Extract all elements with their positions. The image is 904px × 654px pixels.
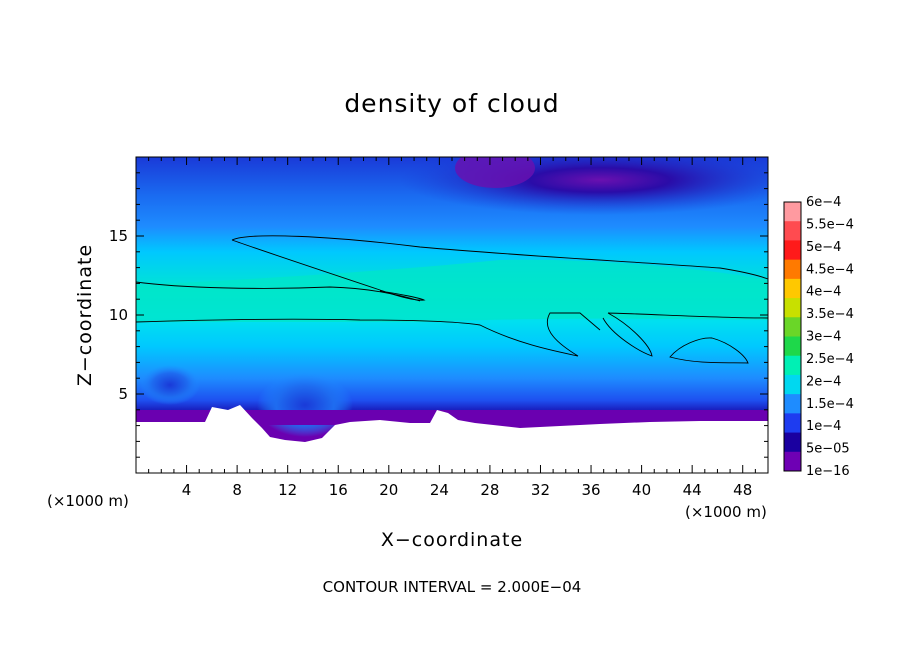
colorbar-label: 2.5e−4 bbox=[806, 352, 854, 367]
x-tick-label: 36 bbox=[581, 481, 600, 499]
x-axis-label: X−coordinate bbox=[381, 529, 523, 551]
y-tick-label: 10 bbox=[109, 306, 128, 324]
contour-right bbox=[607, 312, 768, 319]
colorbar-swatch bbox=[784, 451, 801, 472]
low-left-blob bbox=[140, 365, 200, 405]
x-tick-label: 28 bbox=[480, 481, 499, 499]
x-unit-left: (×1000 m) bbox=[47, 492, 129, 510]
colorbar-label: 5.5e−4 bbox=[806, 217, 854, 232]
colorbar-swatch bbox=[784, 202, 801, 222]
colorbar-frame bbox=[783, 201, 802, 472]
colorbar-swatch bbox=[784, 278, 801, 299]
y-tick-label: 15 bbox=[109, 227, 128, 245]
colorbar-swatch bbox=[784, 355, 801, 376]
colorbar-label: 3e−4 bbox=[806, 330, 841, 345]
x-tick-label: 4 bbox=[182, 481, 192, 499]
colorbar-label: 4.5e−4 bbox=[806, 262, 854, 277]
x-tick-label: 12 bbox=[278, 481, 297, 499]
colorbar-swatch bbox=[784, 413, 801, 434]
contour-lines bbox=[136, 235, 768, 364]
colorbar-label: 1e−4 bbox=[806, 419, 841, 434]
x-tick-label: 44 bbox=[683, 481, 702, 499]
colorbar-swatch bbox=[784, 336, 801, 357]
x-axis: 4 8 12 16 20 24 28 32 36 40 44 48 bbox=[148, 157, 756, 499]
colorbar-label: 4e−4 bbox=[806, 285, 841, 300]
colorbar-label: 1.5e−4 bbox=[806, 397, 854, 412]
x-tick-label: 40 bbox=[632, 481, 651, 499]
colorbar-swatch bbox=[784, 317, 801, 337]
colorbar-swatch bbox=[784, 240, 801, 261]
colorbar-label: 1e−16 bbox=[806, 464, 850, 479]
colorbar: 6e−4 5.5e−4 5e−4 4.5e−4 4e−4 3.5e−4 3e−4 2.5e−4… bbox=[783, 195, 854, 479]
contour-mid bbox=[136, 312, 601, 357]
colorbar-swatch bbox=[784, 259, 801, 280]
x-tick-label: 48 bbox=[733, 481, 752, 499]
contour-lobe2 bbox=[669, 337, 749, 364]
colorbar-swatch bbox=[784, 221, 801, 241]
colorbar-swatch bbox=[784, 374, 801, 395]
terrain-blank bbox=[136, 405, 768, 473]
contour-lower bbox=[136, 281, 421, 302]
y-tick-label: 5 bbox=[118, 385, 128, 403]
x-tick-label: 32 bbox=[531, 481, 550, 499]
y-axis-label: Z−coordinate bbox=[74, 244, 96, 386]
chart-title: density of cloud bbox=[344, 89, 559, 118]
colorbar-label: 5e−05 bbox=[806, 442, 850, 457]
colorbar-swatch bbox=[784, 432, 801, 453]
upper-dark-region bbox=[400, 157, 768, 215]
contour-lobe1 bbox=[602, 312, 653, 357]
x-tick-label: 20 bbox=[379, 481, 398, 499]
colorbar-label: 3.5e−4 bbox=[806, 307, 854, 322]
colorbar-label: 5e−4 bbox=[806, 240, 841, 255]
contour-interval-note: CONTOUR INTERVAL = 2.000E−04 bbox=[323, 578, 582, 596]
colorbar-swatch bbox=[784, 394, 801, 414]
y-axis: 5 10 15 bbox=[109, 172, 768, 458]
x-tick-label: 8 bbox=[232, 481, 242, 499]
x-unit-right: (×1000 m) bbox=[685, 503, 767, 521]
contour-upper bbox=[231, 235, 768, 280]
colorbar-label: 6e−4 bbox=[806, 195, 841, 210]
x-tick-label: 24 bbox=[430, 481, 449, 499]
x-tick-label: 16 bbox=[329, 481, 348, 499]
plot-area bbox=[136, 157, 768, 473]
cloud-band bbox=[136, 259, 768, 322]
colorbar-swatch bbox=[784, 298, 801, 318]
colorbar-label: 2e−4 bbox=[806, 374, 841, 389]
upper-dark-core bbox=[455, 157, 535, 188]
